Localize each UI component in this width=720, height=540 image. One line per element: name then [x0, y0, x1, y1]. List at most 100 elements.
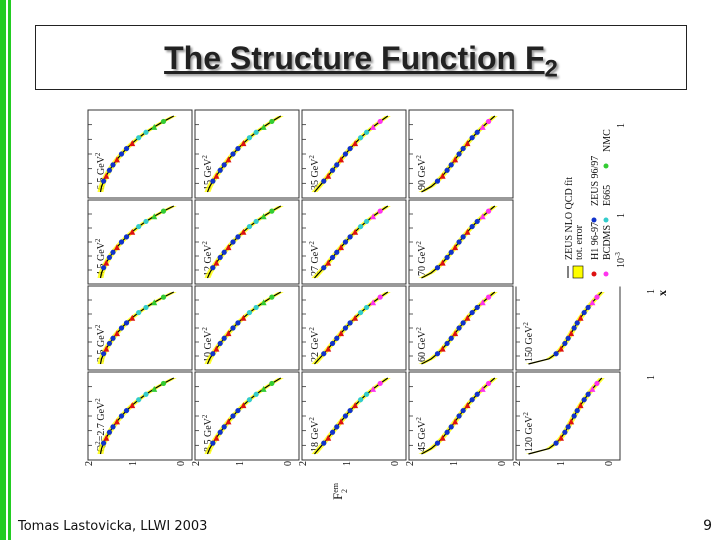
- data-point: [363, 129, 370, 135]
- data-point: [363, 304, 370, 311]
- data-point: [160, 118, 167, 125]
- panel-label-unit-sup: 2: [308, 155, 316, 159]
- data-triangle: [260, 123, 267, 130]
- data-triangle: [338, 244, 345, 251]
- data-triangle: [568, 418, 575, 425]
- data-point: [110, 162, 116, 168]
- data-triangle: [439, 259, 446, 266]
- data-point: [342, 325, 349, 331]
- data-point: [444, 340, 450, 347]
- data-triangle: [352, 314, 359, 321]
- data-triangle: [213, 259, 220, 266]
- data-triangle: [151, 299, 158, 306]
- data-triangle: [439, 434, 446, 441]
- legend-label: ZEUS 96/97: [590, 156, 601, 206]
- panel-label: 12 GeV2: [201, 241, 214, 276]
- data-triangle: [479, 299, 486, 306]
- data-triangle: [225, 330, 232, 337]
- error-band: [311, 206, 391, 278]
- panel-label-text: 45 GeV: [417, 420, 428, 452]
- data-point: [253, 391, 259, 397]
- data-triangle: [213, 172, 220, 179]
- data-triangle: [452, 244, 459, 251]
- panel: 60 GeV2: [408, 285, 514, 371]
- data-point: [136, 135, 142, 141]
- data-point: [123, 145, 130, 152]
- data-triangle: [352, 402, 359, 409]
- data-point: [571, 413, 577, 419]
- data-point: [357, 309, 364, 316]
- x-axis-label: x: [655, 290, 669, 296]
- data-point: [565, 335, 571, 341]
- data-point: [434, 440, 441, 446]
- data-point: [347, 407, 353, 414]
- data-point: [474, 304, 480, 311]
- data-point: [444, 167, 450, 173]
- data-triangle: [103, 345, 110, 352]
- data-point: [357, 223, 364, 230]
- legend-label: BCDMS: [602, 225, 613, 260]
- data-point: [448, 424, 454, 430]
- legend-label: tot. error: [574, 224, 585, 260]
- y-axis-label-sup: em: [331, 482, 340, 493]
- data-point: [334, 249, 340, 255]
- legend-point-marker: [591, 217, 597, 223]
- data-point: [101, 178, 107, 184]
- panel-label-unit-sup: 2: [415, 241, 423, 245]
- data-point: [101, 265, 107, 271]
- data-point: [217, 167, 223, 173]
- data-triangle: [370, 213, 377, 220]
- panel: 70 GeV2: [408, 199, 514, 285]
- data-point: [235, 320, 241, 326]
- data-point: [357, 135, 364, 141]
- error-band: [204, 378, 284, 454]
- error-band: [525, 292, 605, 364]
- data-point: [474, 391, 480, 397]
- error-band: [525, 378, 605, 454]
- data-triangle: [589, 299, 596, 306]
- data-triangle: [103, 259, 110, 266]
- data-point: [334, 162, 340, 168]
- accent-bar-thin: [8, 0, 11, 540]
- data-triangle: [240, 140, 247, 147]
- data-point: [363, 391, 370, 397]
- x-tick-base: 10: [616, 258, 627, 268]
- panel: 10 GeV2: [194, 285, 300, 371]
- data-point: [143, 129, 149, 135]
- data-point: [363, 218, 370, 225]
- data-point: [342, 151, 349, 157]
- data-point: [160, 294, 167, 300]
- data-triangle: [129, 402, 136, 409]
- panel-label: 18 GeV2: [308, 417, 321, 452]
- data-point: [474, 218, 480, 225]
- data-point: [160, 380, 167, 387]
- data-point: [342, 239, 349, 245]
- data-triangle: [213, 345, 220, 352]
- data-point: [321, 178, 327, 184]
- data-point: [246, 309, 253, 316]
- data-point: [334, 335, 340, 341]
- data-point: [485, 208, 492, 214]
- panel-label: 60 GeV2: [415, 327, 428, 362]
- panel-label: 35 GeV2: [308, 155, 321, 190]
- y-axis-label: Fem2: [330, 482, 349, 500]
- panel-label: 6.5 GeV2: [94, 152, 107, 190]
- legend-label: NMC: [602, 129, 613, 152]
- panel-label-unit-sup: 2: [415, 155, 423, 159]
- data-point: [321, 440, 327, 446]
- data-point: [123, 234, 130, 240]
- legend-label: H1 96-97: [590, 222, 601, 260]
- data-point: [246, 397, 253, 403]
- panel-label: 15 GeV2: [201, 155, 214, 190]
- y-tick-label: 2: [84, 461, 95, 466]
- error-band: [311, 292, 391, 364]
- data-point: [448, 249, 454, 255]
- data-point: [106, 340, 113, 347]
- data-point: [269, 380, 275, 387]
- data-triangle: [114, 418, 121, 425]
- data-triangle: [213, 434, 220, 441]
- panel-label-text: 35 GeV: [310, 158, 321, 190]
- panel-label: 45 GeV2: [415, 417, 428, 452]
- panel: 6.5 GeV2: [87, 109, 193, 199]
- data-point: [581, 397, 587, 403]
